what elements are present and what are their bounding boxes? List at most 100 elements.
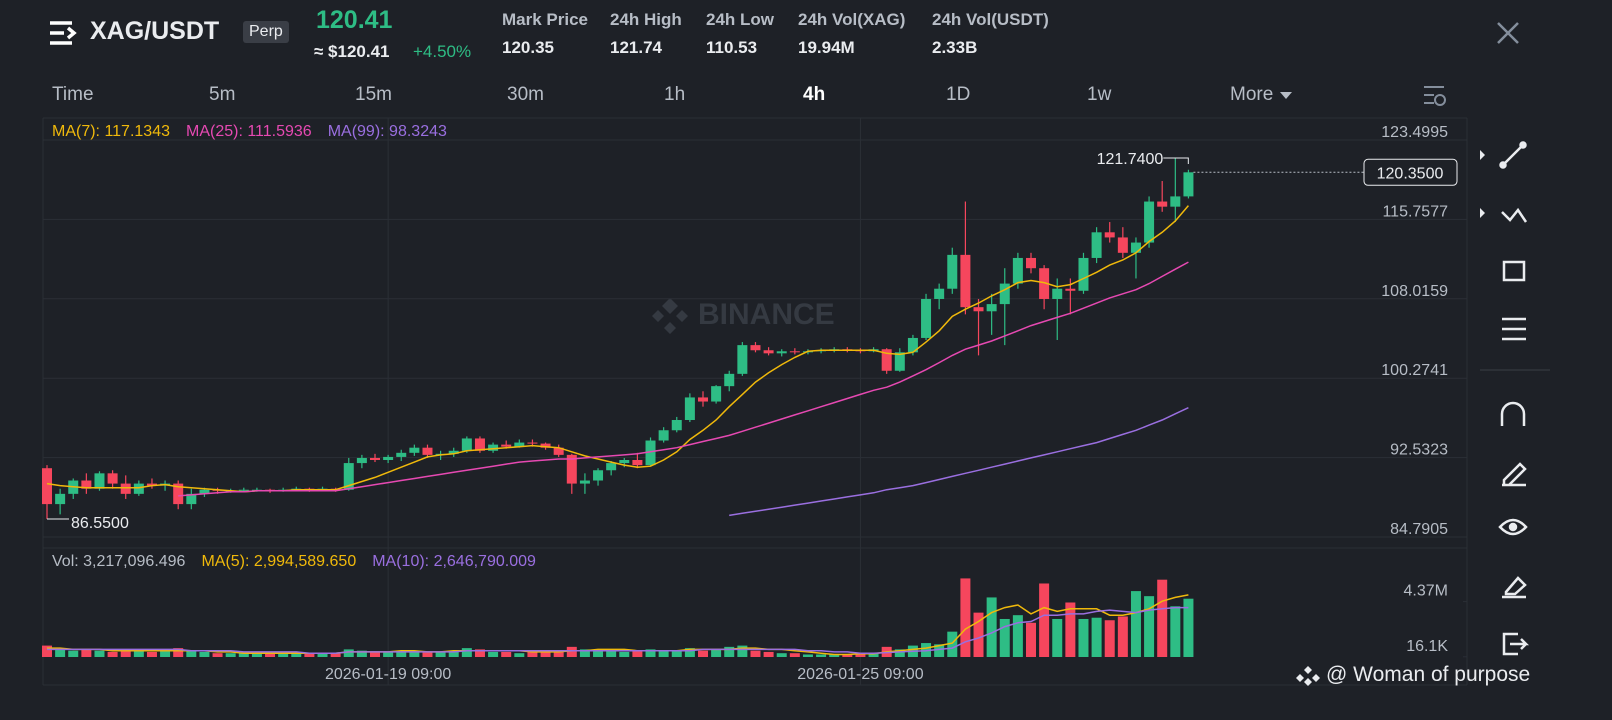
y-tick-label: 84.7905 (1390, 521, 1448, 538)
stat-label: 24h Low (706, 10, 775, 29)
y-tick-label: 4.37M (1404, 583, 1448, 600)
volume-bar (1104, 620, 1115, 657)
volume-bar (1052, 618, 1063, 657)
last-price-label: 120.3500 (1377, 165, 1444, 182)
candle-body (474, 438, 485, 451)
tool-arrow (1480, 150, 1485, 160)
menu-icon[interactable] (48, 20, 78, 46)
volume-bar (409, 650, 420, 657)
candle-body (684, 397, 695, 420)
tab[interactable]: 4h (803, 84, 826, 105)
legend-entry: MA(99): 98.3243 (328, 123, 447, 140)
y-tick-label: 108.0159 (1381, 283, 1448, 300)
volume-bar (1039, 583, 1050, 657)
volume-bar (999, 618, 1010, 657)
tab[interactable]: 1D (946, 84, 971, 105)
volume-bar (632, 650, 643, 657)
change: +4.50% (413, 42, 472, 61)
eye-tool[interactable] (1498, 518, 1528, 536)
x-tick-label: 2026-01-25 09:00 (797, 666, 923, 683)
high-marker (1163, 157, 1189, 165)
volume-bar (186, 650, 197, 657)
line-tool[interactable] (1502, 144, 1524, 166)
volume-bar (42, 645, 52, 657)
y-tick-label: 115.7577 (1382, 203, 1448, 220)
volume-bar (356, 650, 367, 657)
candle-body (698, 397, 708, 402)
pen-tool[interactable] (1502, 462, 1527, 487)
candle-body (1012, 257, 1023, 284)
candle-body (960, 254, 971, 308)
candle-body (776, 351, 787, 354)
candle-body (186, 493, 197, 505)
volume-bar (698, 650, 708, 657)
volume-bar (265, 651, 276, 657)
candle-body (658, 430, 669, 441)
shape-tool[interactable] (1502, 260, 1526, 282)
volume-bar (120, 649, 131, 657)
volume-bar (763, 651, 774, 657)
stat-value: 19.94M (798, 38, 855, 57)
stat-value: 120.35 (502, 38, 554, 57)
volume-bar (724, 646, 735, 657)
volume-bar (658, 650, 669, 657)
tab[interactable]: 1h (664, 84, 686, 105)
tab[interactable]: More (1230, 84, 1293, 106)
tab[interactable]: 1w (1087, 84, 1112, 105)
volume-bar (488, 651, 499, 657)
volume-bar (343, 649, 354, 657)
last-price: 120.41 (316, 6, 393, 34)
volume-bar (1026, 622, 1036, 657)
candle-body (1170, 196, 1181, 207)
candle-body (422, 447, 433, 455)
candle-body (934, 288, 945, 299)
ma-line (47, 606, 1189, 654)
x-tick-label: 2026-01-19 09:00 (325, 666, 451, 683)
watermark-icon (652, 298, 688, 334)
volume-bar (199, 651, 210, 657)
volume-bar (94, 650, 105, 657)
stat-label: Mark Price (502, 10, 588, 29)
candle-body (593, 470, 604, 481)
candle-body (409, 447, 420, 453)
volume-bar (1078, 618, 1089, 657)
eraser-tool[interactable] (1502, 576, 1527, 599)
candle-body (671, 420, 682, 431)
volume-bar (278, 653, 289, 657)
fib-tool[interactable] (1501, 207, 1528, 223)
candle-body (1183, 172, 1194, 197)
candle-body (383, 456, 394, 460)
volume-bar (645, 649, 656, 657)
stat-label: 24h Vol(XAG) (798, 10, 906, 29)
candle-body (1091, 232, 1102, 258)
volume-bar (802, 654, 813, 657)
volume-bar (448, 650, 459, 657)
tab[interactable]: 30m (507, 84, 544, 105)
credit: @ Woman of purpose (1326, 663, 1531, 686)
candle-body (1039, 268, 1050, 299)
volume-bar (553, 650, 564, 657)
tab[interactable]: Time (52, 84, 94, 105)
magnet-tool[interactable] (1500, 401, 1526, 426)
volume-bar (1170, 606, 1181, 657)
candle-body (133, 483, 144, 494)
close-button[interactable] (1496, 21, 1520, 45)
tab[interactable]: 5m (209, 84, 236, 105)
tab[interactable]: 15m (355, 84, 392, 105)
volume-bar (81, 649, 92, 657)
candle-body (343, 463, 354, 490)
volume-bar (816, 654, 827, 657)
volume-bar (619, 651, 630, 657)
candle-body (737, 345, 748, 374)
settings-icon[interactable] (1422, 84, 1448, 108)
legend-entry: MA(10): 2,646,790.009 (372, 553, 536, 570)
y-tick-label: 100.2741 (1381, 362, 1448, 379)
volume-bar (160, 650, 171, 657)
volume-bar (737, 645, 748, 657)
exit-tool[interactable] (1502, 632, 1530, 656)
candle-body (1104, 232, 1115, 238)
text-tool[interactable] (1502, 317, 1526, 341)
candle-body (107, 473, 118, 484)
